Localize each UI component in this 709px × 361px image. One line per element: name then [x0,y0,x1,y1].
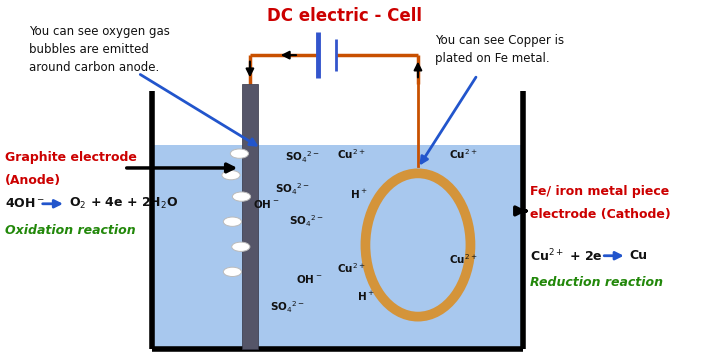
Circle shape [233,192,250,201]
Text: You can see oxygen gas
bubbles are emitted
around carbon anode.: You can see oxygen gas bubbles are emitt… [29,25,170,74]
Text: SO$_4$$^{2-}$: SO$_4$$^{2-}$ [285,149,320,165]
Text: Cu$^{2+}$ + 2e: Cu$^{2+}$ + 2e [530,247,603,264]
Text: Cu$^{2+}$: Cu$^{2+}$ [450,147,478,161]
Circle shape [222,170,240,180]
Text: DC electric - Cell: DC electric - Cell [267,7,422,25]
Text: Fe/ iron metal piece: Fe/ iron metal piece [530,185,669,198]
Bar [152,145,523,349]
Text: Graphite electrode: Graphite electrode [5,151,137,164]
Text: H$^+$: H$^+$ [357,290,374,304]
Circle shape [232,242,250,251]
Text: Cu$^{2+}$: Cu$^{2+}$ [337,147,366,161]
Text: 4OH$^-$: 4OH$^-$ [5,197,45,210]
Circle shape [223,267,242,277]
Text: Oxidation reaction: Oxidation reaction [5,224,135,237]
Text: H$^+$: H$^+$ [350,188,367,201]
Text: (Anode): (Anode) [5,174,61,187]
Text: SO$_4$$^{2-}$: SO$_4$$^{2-}$ [269,300,304,316]
Text: Cu$^{2+}$: Cu$^{2+}$ [337,261,366,275]
Circle shape [223,217,242,226]
Text: electrode (Cathode): electrode (Cathode) [530,208,671,221]
Text: Reduction reaction: Reduction reaction [530,276,663,289]
Text: SO$_4$$^{2-}$: SO$_4$$^{2-}$ [289,214,323,230]
Text: SO$_4$$^{2-}$: SO$_4$$^{2-}$ [274,182,309,197]
Ellipse shape [365,173,471,317]
Bar [242,84,257,349]
Text: OH$^-$: OH$^-$ [253,198,279,210]
Text: O$_2$ + 4e + 2H$_2$O: O$_2$ + 4e + 2H$_2$O [69,196,178,211]
Text: Cu$^{2+}$: Cu$^{2+}$ [450,252,478,266]
Text: You can see Copper is
plated on Fe metal.: You can see Copper is plated on Fe metal… [435,34,564,65]
Text: Cu: Cu [630,249,647,262]
Circle shape [230,149,249,158]
Text: OH$^-$: OH$^-$ [296,273,323,285]
